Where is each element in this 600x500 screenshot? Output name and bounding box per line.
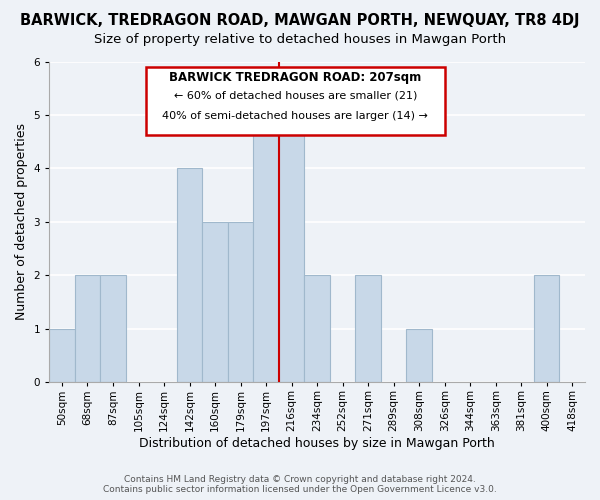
Bar (304, 276, 330, 382)
Bar (202, 222, 228, 382)
Bar (75, 276, 100, 382)
Bar (253, 115, 279, 382)
X-axis label: Distribution of detached houses by size in Mawgan Porth: Distribution of detached houses by size … (139, 437, 495, 450)
Text: Size of property relative to detached houses in Mawgan Porth: Size of property relative to detached ho… (94, 32, 506, 46)
Y-axis label: Number of detached properties: Number of detached properties (15, 124, 28, 320)
Bar (406, 329, 432, 382)
Text: BARWICK TREDRAGON ROAD: 207sqm: BARWICK TREDRAGON ROAD: 207sqm (169, 70, 422, 84)
Bar (177, 168, 202, 382)
Text: BARWICK, TREDRAGON ROAD, MAWGAN PORTH, NEWQUAY, TR8 4DJ: BARWICK, TREDRAGON ROAD, MAWGAN PORTH, N… (20, 12, 580, 28)
Bar (355, 276, 381, 382)
Text: ← 60% of detached houses are smaller (21): ← 60% of detached houses are smaller (21… (174, 91, 417, 101)
Bar (49, 329, 75, 382)
Text: 40% of semi-detached houses are larger (14) →: 40% of semi-detached houses are larger (… (163, 111, 428, 121)
Bar (279, 115, 304, 382)
Bar (534, 276, 559, 382)
FancyBboxPatch shape (146, 67, 445, 136)
Text: Contains HM Land Registry data © Crown copyright and database right 2024.
Contai: Contains HM Land Registry data © Crown c… (103, 474, 497, 494)
Bar (228, 222, 253, 382)
Bar (100, 276, 126, 382)
